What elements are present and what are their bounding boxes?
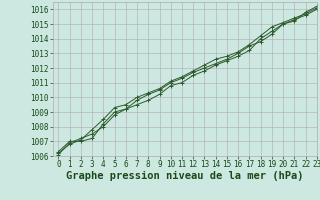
X-axis label: Graphe pression niveau de la mer (hPa): Graphe pression niveau de la mer (hPa) — [66, 171, 304, 181]
